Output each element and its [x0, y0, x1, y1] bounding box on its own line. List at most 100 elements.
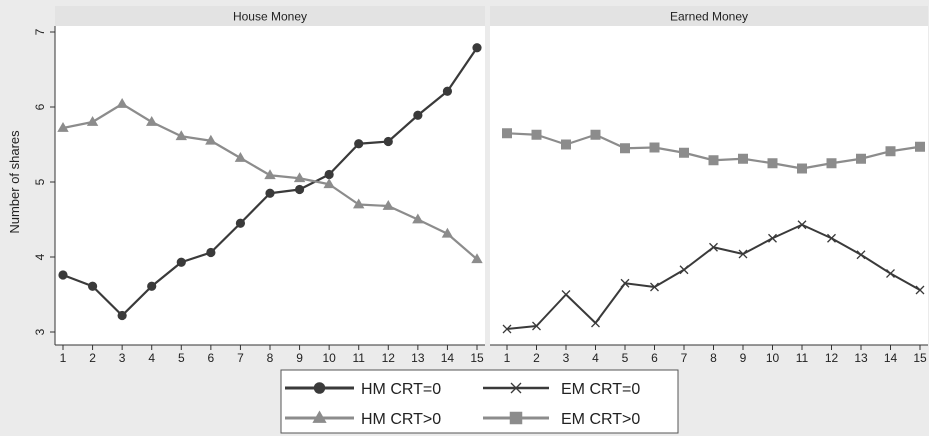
data-point — [856, 250, 866, 260]
data-point — [650, 282, 659, 292]
data-point — [58, 270, 68, 280]
x-tick-label: 6 — [651, 351, 658, 365]
series-em-crt-0 — [502, 220, 925, 334]
x-tick-label: 11 — [352, 351, 365, 365]
data-point — [235, 218, 246, 228]
data-point — [738, 249, 748, 259]
data-point — [354, 139, 364, 149]
data-point — [915, 141, 925, 152]
data-point — [441, 227, 454, 238]
data-point — [738, 153, 748, 164]
panel-title: Earned Money — [670, 10, 748, 24]
x-tick-label: 7 — [237, 351, 244, 365]
x-tick-label: 8 — [267, 351, 274, 365]
data-point — [502, 128, 512, 139]
data-point — [265, 188, 275, 198]
data-point — [532, 321, 541, 331]
legend-label: EM CRT>0 — [561, 411, 640, 428]
x-tick-label: 5 — [178, 351, 185, 365]
x-tick-label: 6 — [208, 351, 215, 365]
x-tick-label: 5 — [622, 351, 629, 365]
x-tick-label: 2 — [89, 351, 96, 365]
data-point — [147, 281, 157, 291]
data-point — [915, 285, 925, 295]
legend-label: EM CRT=0 — [561, 381, 640, 398]
data-point — [146, 116, 158, 126]
x-tick-label: 15 — [913, 351, 927, 365]
legend-marker — [312, 410, 327, 423]
y-tick-label: 4 — [33, 253, 47, 260]
x-tick-label: 3 — [563, 351, 570, 365]
y-tick-label: 3 — [33, 328, 47, 335]
data-point — [87, 281, 98, 291]
x-tick-label: 14 — [441, 351, 455, 365]
x-tick-label: 4 — [148, 351, 155, 365]
data-point — [234, 152, 247, 162]
data-point — [649, 142, 660, 153]
y-tick-label: 5 — [33, 178, 47, 185]
data-point — [590, 129, 601, 140]
data-point — [294, 184, 305, 195]
legend-marker — [509, 411, 523, 425]
plot-area — [55, 26, 485, 345]
panel-title: House Money — [233, 10, 307, 24]
data-point — [827, 233, 836, 243]
y-tick-label: 6 — [33, 103, 47, 110]
x-tick-label: 9 — [740, 351, 747, 365]
x-tick-label: 8 — [710, 351, 717, 365]
data-point — [323, 178, 335, 189]
data-point — [293, 172, 306, 183]
data-point — [116, 98, 128, 108]
data-point — [797, 220, 807, 230]
data-point — [176, 257, 186, 267]
legend-item: EM CRT>0 — [483, 411, 640, 428]
x-tick-label: 4 — [592, 351, 599, 365]
legend-marker — [313, 382, 326, 394]
data-point — [620, 278, 630, 288]
legend: HM CRT=0 EM CRT=0 HM CRT>0 EM CRT>0 — [280, 369, 679, 434]
legend-label: HM CRT=0 — [361, 381, 441, 398]
data-point — [412, 213, 424, 224]
legend-item: HM CRT=0 — [285, 381, 441, 398]
data-point — [442, 86, 453, 96]
panel-strip — [490, 6, 928, 26]
plot-area — [490, 26, 928, 345]
data-point — [264, 169, 276, 180]
x-tick-label: 12 — [825, 351, 839, 365]
legend-marker — [510, 382, 522, 394]
data-point — [471, 253, 483, 264]
data-point — [382, 200, 394, 210]
data-point — [856, 153, 866, 164]
series-em-crt-0 — [502, 128, 925, 174]
series-hm-crt-0 — [57, 98, 483, 264]
data-point — [886, 269, 895, 278]
data-point — [413, 110, 423, 120]
x-tick-label: 15 — [470, 351, 484, 365]
data-point — [383, 136, 393, 147]
data-point — [620, 143, 630, 154]
x-tick-label: 3 — [119, 351, 126, 365]
x-tick-label: 7 — [681, 351, 688, 365]
data-point — [206, 247, 216, 258]
data-point — [591, 318, 600, 328]
x-tick-label: 13 — [411, 351, 425, 365]
panel-strip — [55, 6, 485, 26]
data-point — [679, 265, 689, 275]
x-tick-label: 2 — [533, 351, 540, 365]
data-point — [205, 134, 217, 145]
data-point — [708, 155, 719, 166]
y-tick-label: 7 — [33, 28, 47, 35]
data-point — [885, 146, 896, 157]
data-point — [561, 290, 571, 299]
data-point — [117, 310, 127, 321]
x-tick-label: 1 — [504, 351, 511, 365]
series-hm-crt-0 — [58, 43, 482, 321]
data-point — [767, 158, 778, 169]
data-point — [353, 198, 365, 209]
data-point — [797, 163, 807, 174]
data-point — [502, 324, 512, 334]
legend-box — [280, 369, 679, 434]
